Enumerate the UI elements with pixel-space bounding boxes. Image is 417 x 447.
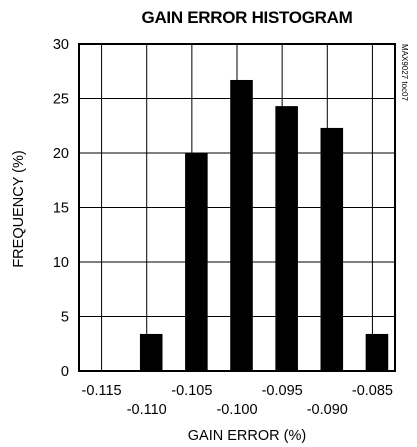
x-tick-label: -0.100: [216, 402, 257, 418]
bar-2: [185, 153, 208, 371]
x-tick-label: -0.115: [82, 383, 122, 399]
y-tick-label: 10: [53, 255, 69, 271]
figure-id-note: MAX9027 toc07: [400, 44, 409, 101]
x-tick-label: -0.095: [262, 383, 303, 399]
bar-5: [320, 127, 344, 372]
bar-6: [365, 333, 389, 371]
y-tick-label: 0: [61, 364, 69, 380]
x-tick-label: -0.085: [352, 383, 393, 399]
bars: [139, 79, 389, 372]
bar-4: [275, 106, 298, 371]
y-tick-label: 25: [53, 92, 69, 108]
y-tick-label: 20: [53, 146, 69, 162]
plot-frame: [78, 43, 396, 372]
y-tick-labels: 0 5 10 15 20 25 30: [53, 37, 69, 380]
y-tick-label: 15: [53, 201, 69, 217]
y-tick-label: 5: [61, 310, 69, 326]
x-tick-labels: -0.115 -0.110-0.105-0.100 -0.095-0.090-0.0…: [82, 383, 393, 418]
x-tick-label: -0.090: [307, 402, 348, 418]
x-tick-label: -0.110: [127, 402, 167, 418]
chart-title: GAIN ERROR HISTOGRAM: [142, 8, 353, 27]
x-tick-label: -0.105: [171, 383, 212, 399]
y-tick-label: 30: [53, 37, 69, 53]
bar-1: [139, 333, 163, 371]
bar-3: [230, 79, 253, 371]
x-axis-label: GAIN ERROR (%): [188, 428, 306, 444]
y-axis-label: FREQUENCY (%): [11, 150, 27, 267]
